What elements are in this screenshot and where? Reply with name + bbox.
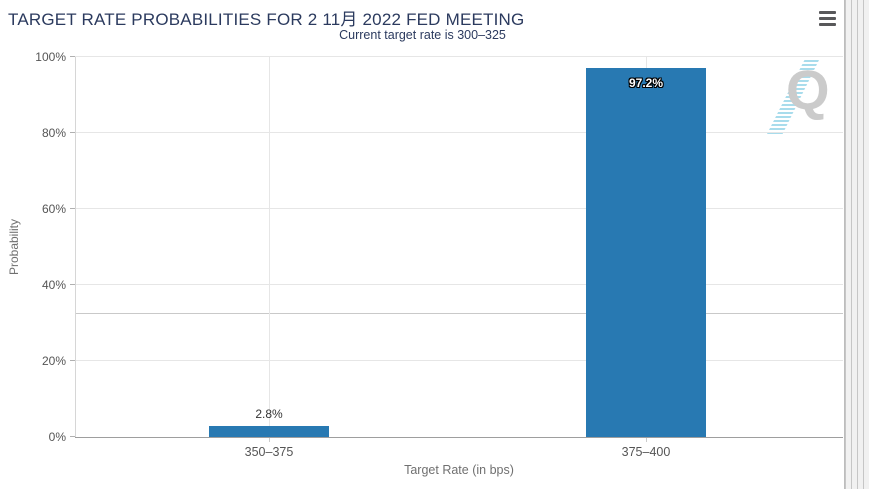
y-axis-tick [70, 436, 75, 437]
chart-title: TARGET RATE PROBABILITIES FOR 2 11月 2022… [8, 10, 525, 29]
category-group-375-400: 97.2% 375–400 [586, 57, 706, 459]
x-axis-category-label: 375–400 [621, 445, 671, 459]
hamburger-bar [819, 11, 836, 14]
y-axis-line [75, 57, 76, 437]
q-watermark-icon: Q [786, 58, 830, 121]
y-axis-title: Probability [7, 218, 21, 276]
horizontal-gridline [75, 132, 843, 133]
hamburger-bar [819, 23, 836, 26]
bar-375-400[interactable] [586, 67, 706, 437]
horizontal-gridline [75, 360, 843, 361]
x-axis-tick [646, 437, 647, 442]
horizontal-gridline [75, 208, 843, 209]
y-axis-tick-label: 0% [48, 430, 66, 444]
pinstripe-edge [844, 0, 869, 489]
vertical-gridline [269, 57, 270, 437]
horizontal-gridline [75, 56, 843, 57]
bar-value-label: 2.8% [255, 407, 283, 422]
hamburger-bar [819, 17, 836, 20]
x-axis-tick [269, 437, 270, 442]
x-axis-title: Target Rate (in bps) [404, 463, 514, 477]
y-axis-tick-label: 40% [41, 278, 66, 292]
plot-area: 2.8% 350–375 97.2% 375–400 0% 20% 40% 60% 80… [35, 50, 843, 459]
chart-subtitle: Current target rate is 300–325 [339, 28, 506, 42]
y-axis-tick-label: 100% [35, 50, 66, 64]
x-axis-line [75, 437, 843, 438]
divider-line [75, 313, 843, 314]
bar-value-label: 97.2% [628, 75, 664, 90]
hamburger-menu-icon[interactable] [819, 11, 836, 26]
chart-container: TARGET RATE PROBABILITIES FOR 2 11月 2022… [7, 10, 843, 477]
y-axis-tick [70, 360, 75, 361]
y-axis-tick-label: 80% [41, 126, 66, 140]
y-axis-tick [70, 56, 75, 57]
category-group-350-375: 2.8% 350–375 [209, 57, 329, 459]
y-axis-tick [70, 132, 75, 133]
y-axis-tick-label: 20% [41, 354, 66, 368]
y-axis-tick [70, 284, 75, 285]
x-axis-category-label: 350–375 [244, 445, 294, 459]
bar-350-375[interactable] [209, 426, 329, 437]
y-axis-tick-label: 60% [41, 202, 66, 216]
y-axis-tick [70, 208, 75, 209]
horizontal-gridline [75, 284, 843, 285]
